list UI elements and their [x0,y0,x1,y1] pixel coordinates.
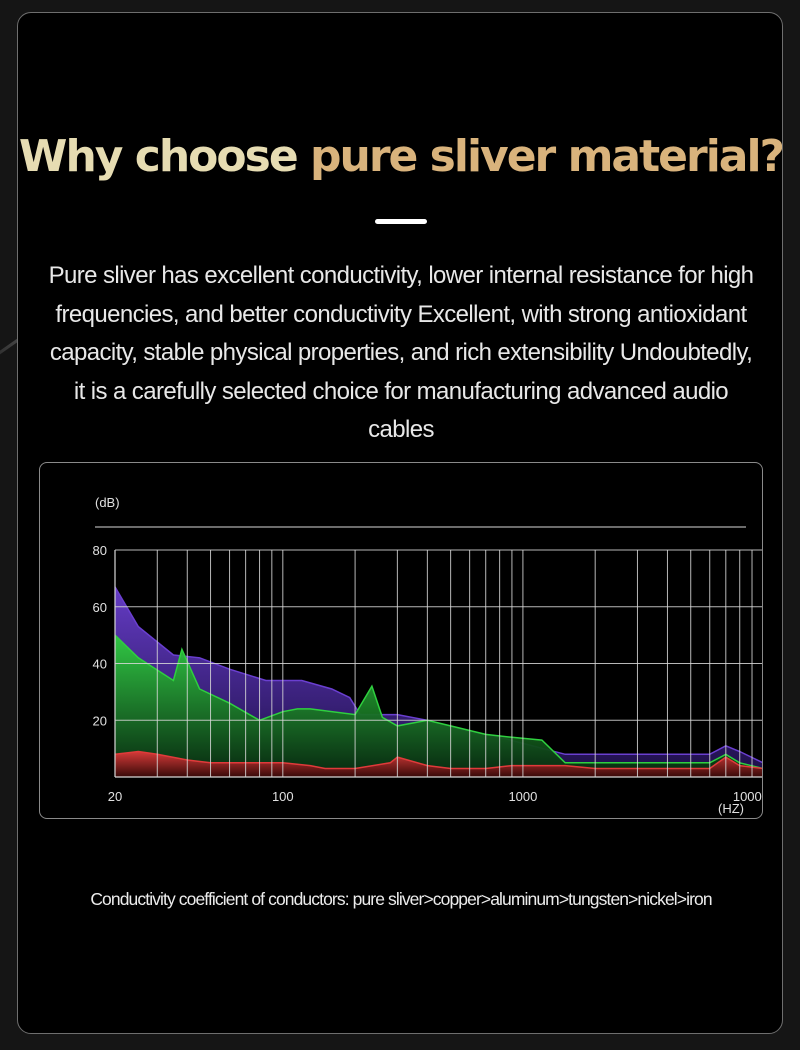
conductivity-footnote: Conductivity coefficient of conductors: … [90,889,712,909]
x-tick-label-100: 100 [272,789,294,804]
y-tick-label-20: 20 [93,713,107,728]
chart-canvas: (dB) (HZ) 20 40 60 80 20 100 1000 10000 [93,495,762,816]
y-tick-label-80: 80 [93,543,107,558]
title-part-gold: pure sliver material? [310,131,783,182]
frequency-response-chart: (dB) (HZ) 20 40 60 80 20 100 1000 10000 [39,462,763,819]
y-axis-unit-label: (dB) [95,495,120,510]
page-title: Why choose pure sliver material? [18,129,783,185]
series-green-line [114,634,762,770]
x-tick-label-10000: 10000 [733,789,762,804]
x-tick-label-1000: 1000 [508,789,537,804]
series-red-area [115,751,762,777]
intro-paragraph: Pure sliver has excellent conductivity, … [48,262,754,443]
y-tick-label-60: 60 [93,600,107,615]
x-axis-unit-label: (HZ) [718,801,744,816]
x-tick-label-20: 20 [108,789,122,804]
title-part-light: Why choose [18,131,310,182]
y-tick-label-40: 40 [93,657,107,672]
title-divider [375,219,427,224]
content-card: Why choose pure sliver material? Pure sl… [17,12,783,1034]
series-green-area [115,635,762,777]
